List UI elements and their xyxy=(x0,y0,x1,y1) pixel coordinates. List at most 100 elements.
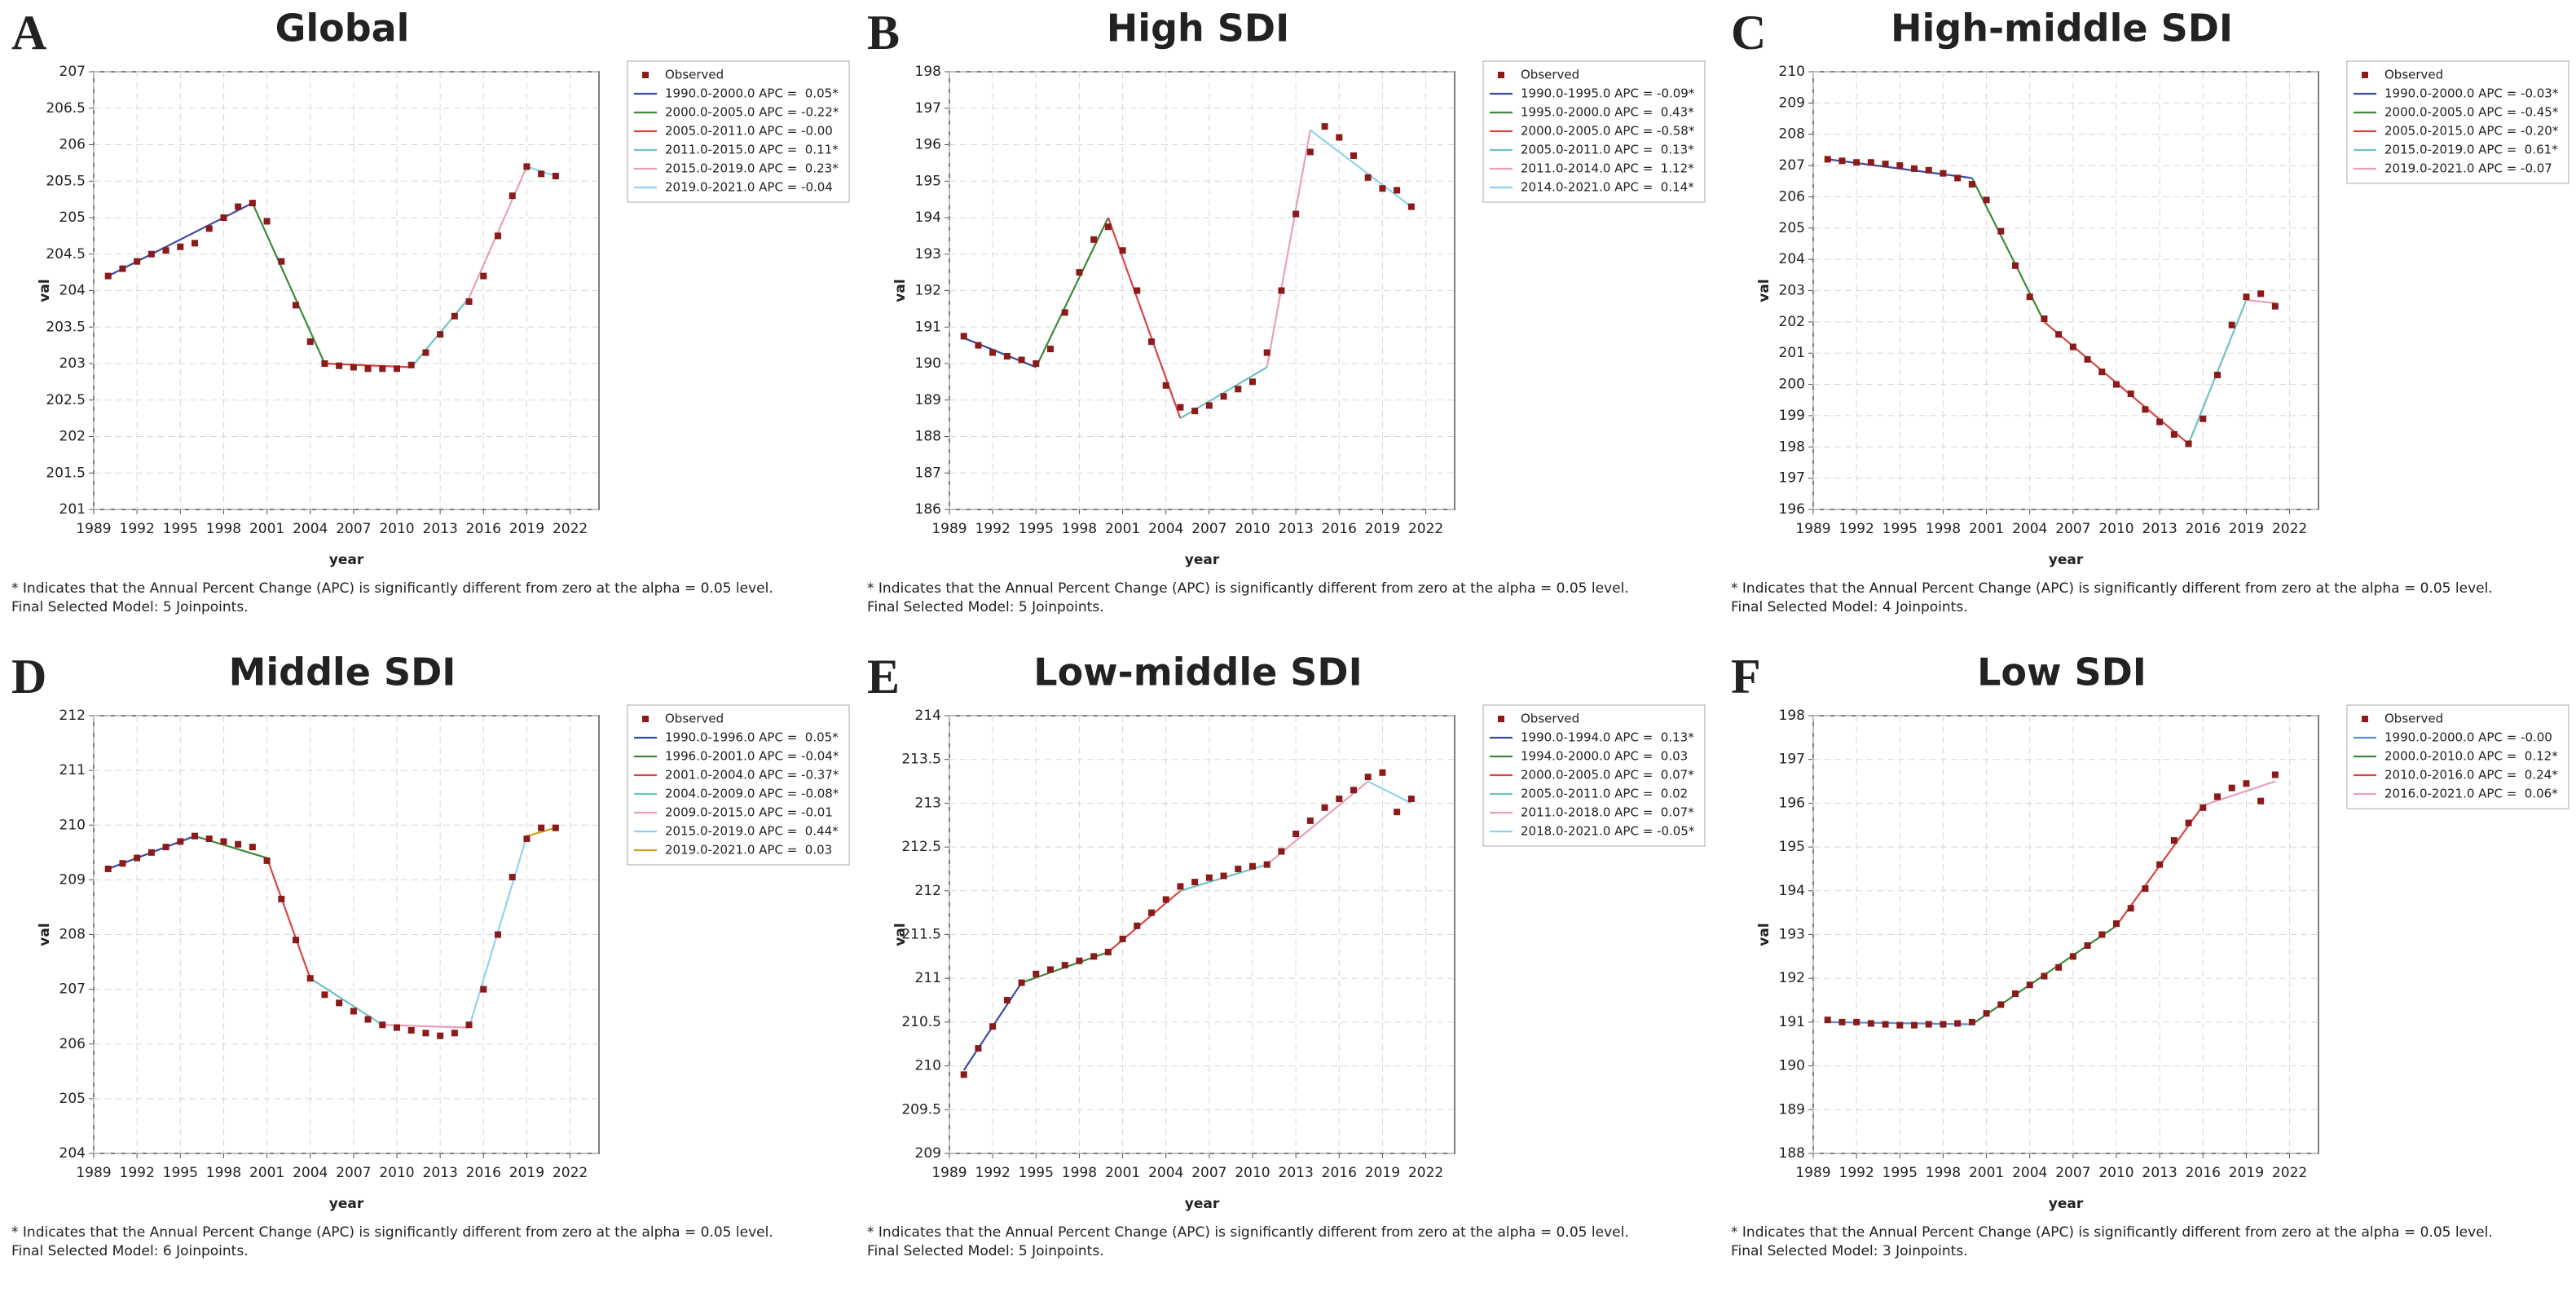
observed-point xyxy=(1134,922,1141,929)
observed-point xyxy=(1278,848,1285,855)
observed-point xyxy=(1954,174,1962,182)
y-tick-label: 188 xyxy=(1779,1145,1805,1162)
observed-point xyxy=(1983,196,1990,204)
observed-point xyxy=(278,895,285,902)
observed-point xyxy=(1379,185,1386,192)
y-tick-label: 202.5 xyxy=(46,392,86,408)
observed-point xyxy=(1134,287,1141,294)
x-tick-label: 1989 xyxy=(76,521,111,537)
x-tick-label: 2019 xyxy=(2229,1165,2264,1181)
y-tick-label: 201 xyxy=(59,501,86,518)
panel-letter: A xyxy=(11,6,46,60)
y-tick-label: 196 xyxy=(1779,795,1805,811)
observed-point xyxy=(249,844,256,851)
observed-point xyxy=(306,975,314,982)
x-tick-label: 1989 xyxy=(931,1165,967,1181)
observed-point xyxy=(1867,1020,1874,1027)
x-tick-label: 2019 xyxy=(509,1165,544,1181)
x-tick-label: 2010 xyxy=(379,1165,414,1181)
observed-point xyxy=(509,192,516,200)
legend-label: 2001.0-2004.0 APC = -0.37* xyxy=(665,768,839,783)
y-tick-label: 207 xyxy=(59,64,86,80)
panel-title: Global xyxy=(275,7,410,51)
legend-label: 2011.0-2015.0 APC = 0.11* xyxy=(665,143,839,157)
observed-point xyxy=(407,1026,415,1034)
observed-point xyxy=(2098,368,2106,376)
x-tick-label: 1995 xyxy=(1882,521,1918,537)
x-tick-label: 2004 xyxy=(2012,1165,2047,1181)
y-tick-label: 214 xyxy=(915,708,941,724)
observed-point xyxy=(975,1045,982,1052)
observed-point xyxy=(119,265,126,272)
observed-point xyxy=(2142,885,2149,893)
y-tick-label: 197 xyxy=(915,100,941,117)
observed-point xyxy=(1162,381,1169,389)
x-tick-label: 2004 xyxy=(293,521,328,537)
observed-point xyxy=(1235,865,1242,872)
legend-label: 2018.0-2021.0 APC = -0.05* xyxy=(1521,824,1695,839)
x-tick-label: 2016 xyxy=(2186,1165,2221,1181)
observed-point xyxy=(1911,165,1918,172)
observed-point xyxy=(495,232,501,240)
y-tick-label: 210 xyxy=(915,1058,941,1074)
observed-point xyxy=(119,860,126,867)
fit-segment xyxy=(526,827,557,837)
observed-point xyxy=(1853,159,1860,166)
legend-marker xyxy=(1498,716,1504,722)
legend-marker xyxy=(642,716,649,722)
observed-point xyxy=(2084,941,2091,949)
y-tick-label: 201 xyxy=(1779,345,1805,361)
y-tick-label: 213.5 xyxy=(901,752,941,768)
y-tick-label: 210.5 xyxy=(901,1014,941,1030)
y-tick-label: 202 xyxy=(59,429,86,445)
observed-point xyxy=(451,312,458,320)
x-tick-label: 2010 xyxy=(2098,521,2133,537)
x-tick-label: 2010 xyxy=(1235,521,1270,537)
y-tick-label: 194 xyxy=(1779,883,1805,899)
panel: B High SDI 186 187 188 189 190 191 192 193 194 195 1… xyxy=(867,6,1706,615)
observed-point xyxy=(148,250,155,258)
observed-point xyxy=(2214,793,2221,800)
observed-point xyxy=(1394,187,1401,194)
observed-point xyxy=(1061,962,1068,969)
x-axis-label: year xyxy=(1185,1196,1220,1212)
y-tick-label: 211.5 xyxy=(901,927,941,943)
observed-point xyxy=(1191,879,1199,886)
observed-point xyxy=(1249,378,1256,386)
fit-segment xyxy=(1310,129,1412,208)
x-tick-label: 2013 xyxy=(423,1165,458,1181)
panel-title: Low SDI xyxy=(1977,650,2147,695)
x-tick-label: 2019 xyxy=(2229,521,2264,537)
observed-point xyxy=(350,364,357,371)
observed-point xyxy=(1003,353,1011,360)
observed-point xyxy=(1968,181,1975,188)
observed-point xyxy=(104,272,112,280)
y-tick-label: 193 xyxy=(915,246,941,262)
observed-point xyxy=(1838,157,1846,165)
observed-point xyxy=(1205,874,1213,881)
y-tick-label: 211 xyxy=(915,970,941,986)
legend-label: Observed xyxy=(2384,712,2443,726)
y-tick-label: 195 xyxy=(915,173,941,189)
footnote: * Indicates that the Annual Percent Chan… xyxy=(1731,1224,2493,1241)
observed-point xyxy=(960,1071,967,1078)
observed-point xyxy=(407,361,415,368)
plot-area xyxy=(949,71,1455,510)
observed-point xyxy=(1047,346,1054,353)
footnote: Final Selected Model: 3 Joinpoints. xyxy=(1731,1243,1968,1259)
observed-point xyxy=(2228,321,2235,329)
x-axis-label: year xyxy=(2049,1196,2084,1212)
observed-point xyxy=(1824,156,1831,163)
observed-point xyxy=(2041,972,2048,980)
observed-point xyxy=(1249,862,1256,870)
legend-marker xyxy=(2362,716,2368,722)
observed-point xyxy=(1925,1021,1932,1028)
observed-point xyxy=(192,240,198,247)
x-tick-label: 1995 xyxy=(1882,1165,1918,1181)
observed-point xyxy=(2271,771,2279,778)
observed-point xyxy=(523,836,531,843)
observed-point xyxy=(1278,287,1285,294)
y-tick-label: 198 xyxy=(915,64,941,80)
observed-point xyxy=(1350,152,1357,159)
observed-point xyxy=(263,857,271,864)
